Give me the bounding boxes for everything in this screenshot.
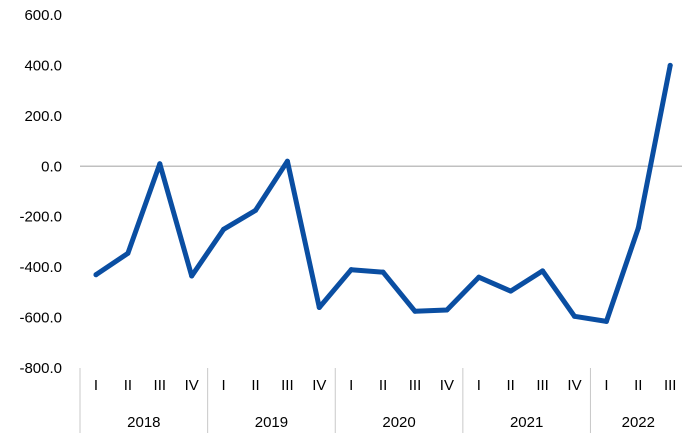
x-tick-label: IV xyxy=(440,377,454,394)
year-label: 2022 xyxy=(622,414,655,431)
data-point xyxy=(667,62,673,68)
x-tick-label: II xyxy=(251,377,259,394)
x-tick-label: IV xyxy=(567,377,581,394)
x-axis: I II III IV I II III IV I II III IV I II III IV I II III20… xyxy=(79,368,677,433)
x-tick-label: III xyxy=(154,377,167,394)
data-point xyxy=(635,225,641,231)
data-point xyxy=(540,268,546,274)
data-point xyxy=(412,308,418,314)
x-tick-label: II xyxy=(507,377,515,394)
y-tick-label: 600.0 xyxy=(24,7,62,24)
x-tick-label: I xyxy=(604,377,608,394)
data-point xyxy=(125,250,131,256)
y-tick-label: 400.0 xyxy=(24,57,62,74)
x-tick-label: III xyxy=(281,377,294,394)
x-tick-label: IV xyxy=(185,377,199,394)
data-point xyxy=(476,274,482,280)
year-label: 2020 xyxy=(382,414,415,431)
data-point xyxy=(380,269,386,275)
data-point xyxy=(157,161,163,167)
data-point xyxy=(93,272,99,278)
data-point xyxy=(253,207,258,213)
y-tick-label: -200.0 xyxy=(19,209,62,226)
data-point xyxy=(572,313,577,319)
y-tick-label: -400.0 xyxy=(19,259,62,276)
x-tick-label: I xyxy=(94,377,98,394)
y-tick-label: 0.0 xyxy=(41,158,62,175)
x-tick-label: I xyxy=(477,377,481,394)
x-tick-label: II xyxy=(379,377,387,394)
x-tick-label: I xyxy=(349,377,353,394)
data-point xyxy=(348,267,354,273)
data-point xyxy=(189,273,195,279)
data-point xyxy=(444,307,450,313)
y-axis: 600.0 400.0 200.0 0.0 -200.0 -400.0 -600.0 -800… xyxy=(19,7,62,377)
x-tick-label: III xyxy=(664,377,677,394)
data-point xyxy=(284,158,290,164)
data-point xyxy=(603,318,609,324)
data-point xyxy=(508,288,514,294)
year-label: 2019 xyxy=(255,414,288,431)
x-tick-label: III xyxy=(536,377,549,394)
data-point xyxy=(316,304,322,310)
y-tick-label: 200.0 xyxy=(24,108,62,125)
x-tick-label: III xyxy=(409,377,422,394)
year-label: 2018 xyxy=(127,414,160,431)
year-label: 2021 xyxy=(510,414,543,431)
y-tick-label: -800.0 xyxy=(19,360,62,377)
x-tick-label: II xyxy=(124,377,132,394)
data-point xyxy=(221,226,227,232)
x-tick-label: I xyxy=(222,377,226,394)
x-tick-label: II xyxy=(634,377,642,394)
y-tick-label: -600.0 xyxy=(19,310,62,327)
series-line xyxy=(93,62,673,324)
x-tick-label: IV xyxy=(312,377,326,394)
